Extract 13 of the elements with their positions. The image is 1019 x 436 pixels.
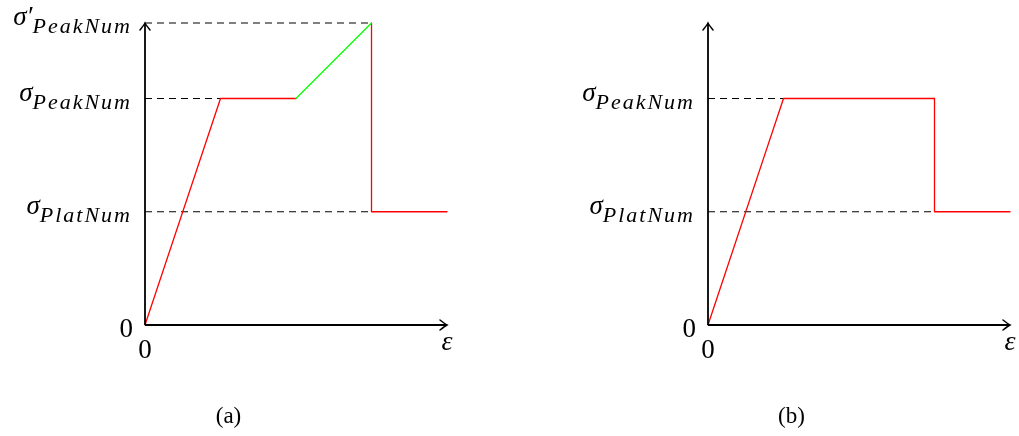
text: (a) <box>215 403 242 428</box>
ref-line-label: σ$_{PeakNum}$ <box>582 76 695 114</box>
ref-line-label: σ′$_{PeakNum}$ <box>13 1 132 38</box>
text: 0 <box>138 334 152 364</box>
text: 0 <box>119 313 133 343</box>
text: (b) <box>778 403 805 428</box>
ref-line-label: σ$_{PlatNum}$ <box>26 189 132 227</box>
x-axis-title: ε <box>441 325 453 356</box>
text: 0 <box>682 313 696 343</box>
ref-line-label: σ$_{PeakNum}$ <box>19 76 132 114</box>
text: 0 <box>701 334 715 364</box>
x-axis-title: ε <box>1004 325 1016 356</box>
ref-line-label: σ$_{PlatNum}$ <box>589 189 695 227</box>
